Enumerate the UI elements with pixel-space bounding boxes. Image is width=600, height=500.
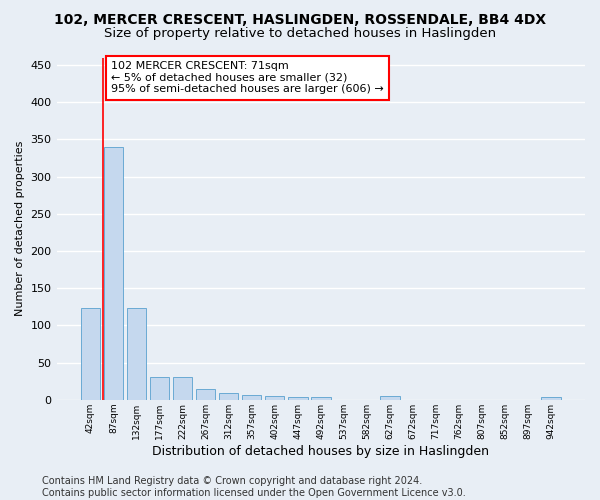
Text: Size of property relative to detached houses in Haslingden: Size of property relative to detached ho…	[104, 28, 496, 40]
Bar	[265, 396, 284, 400]
X-axis label: Distribution of detached houses by size in Haslingden: Distribution of detached houses by size …	[152, 444, 489, 458]
Text: 102, MERCER CRESCENT, HASLINGDEN, ROSSENDALE, BB4 4DX: 102, MERCER CRESCENT, HASLINGDEN, ROSSEN…	[54, 12, 546, 26]
Bar	[149, 378, 169, 400]
Bar	[380, 396, 400, 400]
Bar	[196, 388, 215, 400]
Bar	[127, 308, 146, 400]
Bar	[219, 393, 238, 400]
Bar	[311, 397, 331, 400]
Bar	[541, 397, 561, 400]
Bar	[80, 308, 100, 400]
Bar	[242, 396, 262, 400]
Bar	[288, 397, 308, 400]
Bar	[104, 147, 123, 400]
Bar	[173, 378, 193, 400]
Text: 102 MERCER CRESCENT: 71sqm
← 5% of detached houses are smaller (32)
95% of semi-: 102 MERCER CRESCENT: 71sqm ← 5% of detac…	[111, 61, 384, 94]
Text: Contains HM Land Registry data © Crown copyright and database right 2024.
Contai: Contains HM Land Registry data © Crown c…	[42, 476, 466, 498]
Y-axis label: Number of detached properties: Number of detached properties	[15, 141, 25, 316]
